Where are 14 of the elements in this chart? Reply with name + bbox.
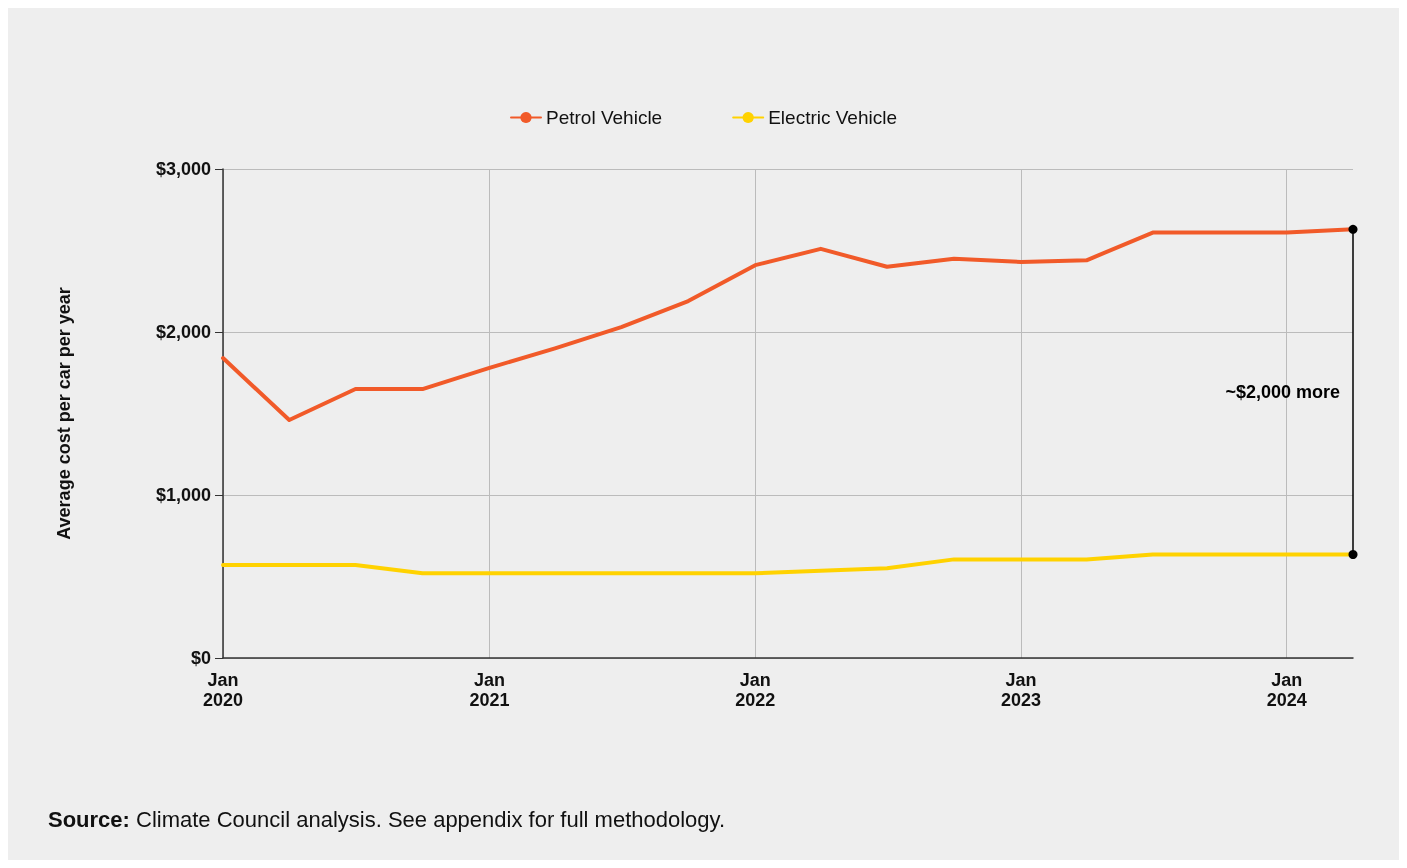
x-tick-label: Jan 2021	[469, 670, 510, 710]
y-tick-label: $1,000	[155, 485, 211, 505]
y-tick-label: $3,000	[155, 159, 211, 179]
x-tick-label: Jan 2020	[202, 670, 244, 710]
y-axis-title: Average cost per car per year	[54, 287, 74, 540]
annotation: ~$2,000 more	[1225, 381, 1340, 402]
legend-label: Electric Vehicle	[768, 107, 898, 128]
legend-label: Petrol Vehicle	[545, 107, 663, 128]
x-tick-label: Jan 2023	[1000, 670, 1042, 710]
x-tick-label: Jan 2022	[735, 670, 776, 710]
source-note: Source: Climate Council analysis. See appendix for full methodology.	[48, 806, 726, 832]
y-tick-label: $0	[190, 648, 211, 668]
y-tick-label: $2,000	[155, 322, 211, 342]
x-tick-label: Jan 2024	[1266, 670, 1307, 710]
